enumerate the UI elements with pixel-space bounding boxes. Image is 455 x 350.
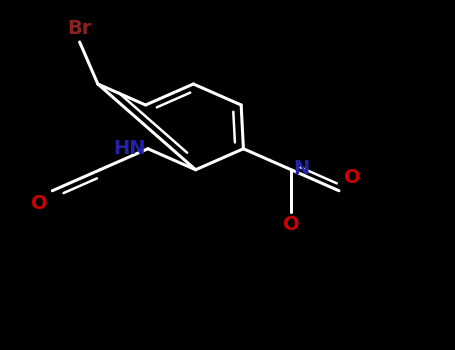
Text: HN: HN: [113, 139, 146, 158]
Text: Br: Br: [67, 20, 92, 38]
Text: N: N: [293, 159, 310, 177]
Text: O: O: [283, 215, 299, 234]
Text: O: O: [344, 168, 360, 187]
Text: O: O: [31, 194, 48, 213]
